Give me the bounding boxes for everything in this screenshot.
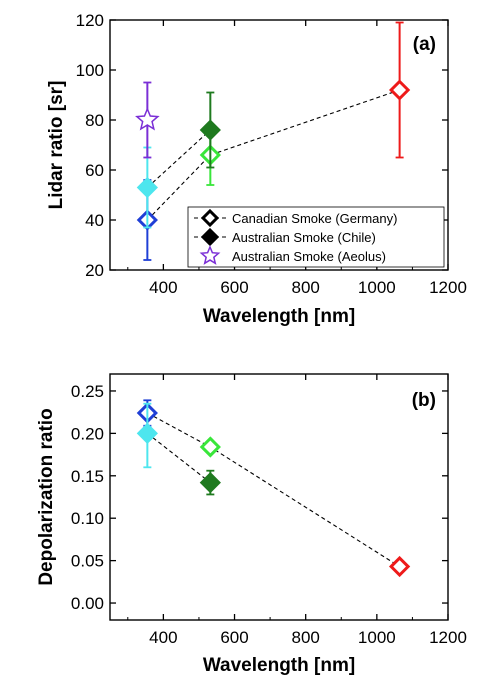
- data-point-open-diamond: [388, 555, 411, 578]
- x-tick-label: 800: [291, 278, 319, 297]
- x-tick-label: 1200: [429, 278, 467, 297]
- series-connector-line: [147, 432, 211, 484]
- series-connector-line: [147, 89, 400, 221]
- data-point-filled-diamond: [136, 176, 158, 199]
- y-tick-label: 0.25: [71, 382, 104, 401]
- data-point-open-diamond: [199, 436, 221, 458]
- legend-label: Australian Smoke (Aeolus): [232, 249, 386, 264]
- plot-frame: [109, 19, 449, 271]
- legend-label: Canadian Smoke (Germany): [232, 211, 397, 226]
- y-tick-label: 0.00: [71, 594, 104, 613]
- panel-label: (a): [413, 34, 436, 55]
- y-tick-label: 20: [85, 261, 104, 280]
- y-tick-label: 0.20: [71, 424, 104, 443]
- x-axis-title: Wavelength [nm]: [203, 655, 355, 676]
- data-point-filled-diamond: [136, 422, 158, 445]
- y-tick-label: 80: [85, 111, 104, 130]
- x-tick-label: 1000: [358, 628, 396, 647]
- x-tick-label: 600: [220, 628, 248, 647]
- legend-star-icon: [199, 245, 221, 265]
- panel-b: 400 600 800 1000 1200 0.00 0.05 0.10 0.15 0.20 0.2…: [36, 373, 467, 676]
- x-tick-label: 800: [291, 628, 319, 647]
- y-tick-label: 100: [76, 61, 104, 80]
- y-axis-title: Depolarization ratio: [36, 408, 57, 585]
- x-tick-label: 400: [149, 278, 177, 297]
- legend: Canadian Smoke (Germany) Australian Smoke…: [187, 206, 445, 268]
- legend-box: [187, 206, 445, 268]
- y-tick-label: 60: [85, 161, 104, 180]
- data-point-open-diamond: [388, 79, 411, 101]
- y-tick-label: 120: [76, 11, 104, 30]
- panel-a: 400 600 800 1000 1200 20 40 60 80 100 120 Wavelengt…: [46, 11, 467, 327]
- series-connector-line: [147, 129, 211, 188]
- data-point-filled-diamond: [199, 471, 221, 494]
- y-tick-label: 0.05: [71, 552, 104, 571]
- plot-frame: [109, 373, 449, 621]
- y-tick-label: 0.15: [71, 467, 104, 486]
- x-tick-label: 600: [220, 278, 248, 297]
- panel-label: (b): [412, 390, 436, 411]
- series-connector-line: [147, 412, 400, 568]
- x-tick-label: 1000: [358, 278, 396, 297]
- legend-open-diamond-icon: [200, 208, 220, 228]
- data-point-star: [135, 107, 160, 131]
- y-axis-title: Lidar ratio [sr]: [46, 81, 67, 210]
- x-tick-label: 400: [149, 628, 177, 647]
- x-axis-title: Wavelength [nm]: [203, 306, 355, 327]
- data-point-filled-diamond: [199, 119, 221, 141]
- legend-filled-diamond-icon: [200, 227, 220, 247]
- x-tick-label: 1200: [429, 628, 467, 647]
- y-tick-label: 0.10: [71, 509, 104, 528]
- legend-label: Australian Smoke (Chile): [232, 230, 376, 245]
- y-tick-label: 40: [85, 211, 104, 230]
